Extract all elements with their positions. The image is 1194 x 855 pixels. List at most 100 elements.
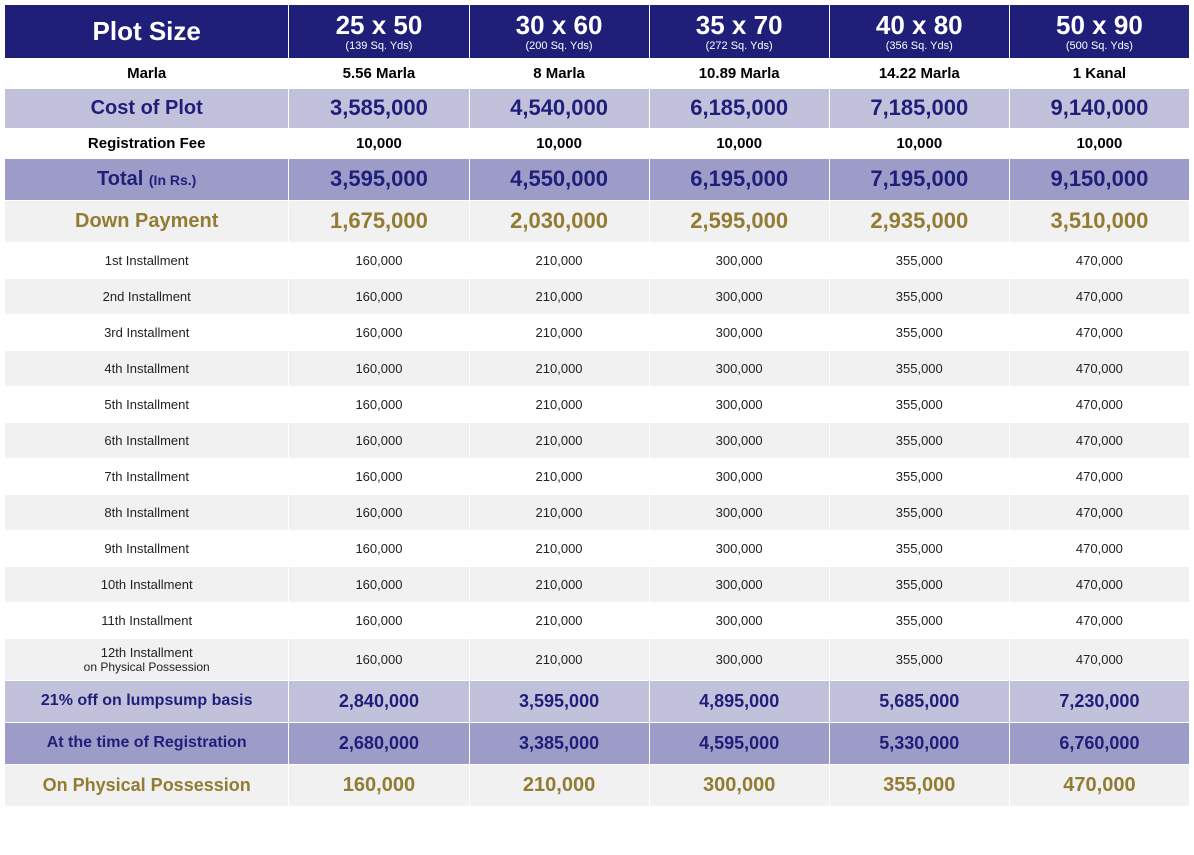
- installment-4-label: 4th Installment: [5, 350, 289, 386]
- installment-6-col-2: 300,000: [649, 422, 829, 458]
- installment-1-label: 1st Installment: [5, 242, 289, 278]
- installment-10-col-1: 210,000: [469, 566, 649, 602]
- installment-5-col-3: 355,000: [829, 386, 1009, 422]
- marla-label: Marla: [5, 58, 289, 88]
- installment-7-col-3: 355,000: [829, 458, 1009, 494]
- down-4: 3,510,000: [1009, 200, 1189, 242]
- installment-4-col-2: 300,000: [649, 350, 829, 386]
- total-1: 4,550,000: [469, 158, 649, 200]
- installment-5-col-4: 470,000: [1009, 386, 1189, 422]
- installment-9-col-4: 470,000: [1009, 530, 1189, 566]
- row-installment-4: 4th Installment160,000210,000300,000355,…: [5, 350, 1190, 386]
- installment-6-col-0: 160,000: [289, 422, 469, 458]
- installment-3-col-3: 355,000: [829, 314, 1009, 350]
- installment-2-col-4: 470,000: [1009, 278, 1189, 314]
- installment-8-label: 8th Installment: [5, 494, 289, 530]
- header-col-1: 30 x 60 (200 Sq. Yds): [469, 5, 649, 59]
- installment-11-col-2: 300,000: [649, 602, 829, 638]
- installment-8-col-2: 300,000: [649, 494, 829, 530]
- atreg-1: 3,385,000: [469, 722, 649, 764]
- cost-4: 9,140,000: [1009, 88, 1189, 128]
- installment-11-col-3: 355,000: [829, 602, 1009, 638]
- down-2: 2,595,000: [649, 200, 829, 242]
- installment-10-col-2: 300,000: [649, 566, 829, 602]
- down-1: 2,030,000: [469, 200, 649, 242]
- reg-1: 10,000: [469, 128, 649, 158]
- installment-12-col-3: 355,000: [829, 638, 1009, 680]
- installment-11-col-1: 210,000: [469, 602, 649, 638]
- reg-4: 10,000: [1009, 128, 1189, 158]
- marla-3: 14.22 Marla: [829, 58, 1009, 88]
- lump-1: 3,595,000: [469, 680, 649, 722]
- lump-3: 5,685,000: [829, 680, 1009, 722]
- installment-1-col-4: 470,000: [1009, 242, 1189, 278]
- installment-5-label: 5th Installment: [5, 386, 289, 422]
- atreg-0: 2,680,000: [289, 722, 469, 764]
- row-installment-2: 2nd Installment160,000210,000300,000355,…: [5, 278, 1190, 314]
- reg-label: Registration Fee: [5, 128, 289, 158]
- total-label: Total (In Rs.): [5, 158, 289, 200]
- row-installment-7: 7th Installment160,000210,000300,000355,…: [5, 458, 1190, 494]
- installment-2-label: 2nd Installment: [5, 278, 289, 314]
- installment-4-col-4: 470,000: [1009, 350, 1189, 386]
- atreg-2: 4,595,000: [649, 722, 829, 764]
- lump-4: 7,230,000: [1009, 680, 1189, 722]
- reg-2: 10,000: [649, 128, 829, 158]
- installment-6-col-1: 210,000: [469, 422, 649, 458]
- installment-4-col-1: 210,000: [469, 350, 649, 386]
- installment-12-col-1: 210,000: [469, 638, 649, 680]
- row-installment-10: 10th Installment160,000210,000300,000355…: [5, 566, 1190, 602]
- installment-3-col-1: 210,000: [469, 314, 649, 350]
- installment-12-col-4: 470,000: [1009, 638, 1189, 680]
- installment-12-col-2: 300,000: [649, 638, 829, 680]
- total-0: 3,595,000: [289, 158, 469, 200]
- installment-10-col-3: 355,000: [829, 566, 1009, 602]
- header-row: Plot Size 25 x 50 (139 Sq. Yds) 30 x 60 …: [5, 5, 1190, 59]
- installment-2-col-3: 355,000: [829, 278, 1009, 314]
- installment-1-col-1: 210,000: [469, 242, 649, 278]
- cost-0: 3,585,000: [289, 88, 469, 128]
- poss-label: On Physical Possession: [5, 764, 289, 806]
- marla-1: 8 Marla: [469, 58, 649, 88]
- installment-3-col-2: 300,000: [649, 314, 829, 350]
- installment-3-col-4: 470,000: [1009, 314, 1189, 350]
- down-0: 1,675,000: [289, 200, 469, 242]
- installment-10-col-4: 470,000: [1009, 566, 1189, 602]
- row-installment-8: 8th Installment160,000210,000300,000355,…: [5, 494, 1190, 530]
- installment-8-col-3: 355,000: [829, 494, 1009, 530]
- installment-7-col-0: 160,000: [289, 458, 469, 494]
- row-installment-1: 1st Installment160,000210,000300,000355,…: [5, 242, 1190, 278]
- poss-3: 355,000: [829, 764, 1009, 806]
- installment-12-col-0: 160,000: [289, 638, 469, 680]
- reg-3: 10,000: [829, 128, 1009, 158]
- installment-1-col-3: 355,000: [829, 242, 1009, 278]
- row-installment-11: 11th Installment160,000210,000300,000355…: [5, 602, 1190, 638]
- cost-2: 6,185,000: [649, 88, 829, 128]
- installment-10-label: 10th Installment: [5, 566, 289, 602]
- installment-11-col-0: 160,000: [289, 602, 469, 638]
- row-on-possession: On Physical Possession 160,000 210,000 3…: [5, 764, 1190, 806]
- installment-8-col-1: 210,000: [469, 494, 649, 530]
- lump-0: 2,840,000: [289, 680, 469, 722]
- atreg-4: 6,760,000: [1009, 722, 1189, 764]
- poss-0: 160,000: [289, 764, 469, 806]
- installment-9-label: 9th Installment: [5, 530, 289, 566]
- row-installment-12: 12th Installmenton Physical Possession16…: [5, 638, 1190, 680]
- row-total: Total (In Rs.) 3,595,000 4,550,000 6,195…: [5, 158, 1190, 200]
- installment-4-col-3: 355,000: [829, 350, 1009, 386]
- installment-7-col-1: 210,000: [469, 458, 649, 494]
- row-marla: Marla 5.56 Marla 8 Marla 10.89 Marla 14.…: [5, 58, 1190, 88]
- installment-9-col-3: 355,000: [829, 530, 1009, 566]
- installment-7-col-4: 470,000: [1009, 458, 1189, 494]
- table-body: Marla 5.56 Marla 8 Marla 10.89 Marla 14.…: [5, 58, 1190, 806]
- cost-3: 7,185,000: [829, 88, 1009, 128]
- row-installment-6: 6th Installment160,000210,000300,000355,…: [5, 422, 1190, 458]
- marla-2: 10.89 Marla: [649, 58, 829, 88]
- poss-2: 300,000: [649, 764, 829, 806]
- installment-3-label: 3rd Installment: [5, 314, 289, 350]
- marla-4: 1 Kanal: [1009, 58, 1189, 88]
- header-col-0: 25 x 50 (139 Sq. Yds): [289, 5, 469, 59]
- installment-3-col-0: 160,000: [289, 314, 469, 350]
- lump-2: 4,895,000: [649, 680, 829, 722]
- header-plot-size: Plot Size: [5, 5, 289, 59]
